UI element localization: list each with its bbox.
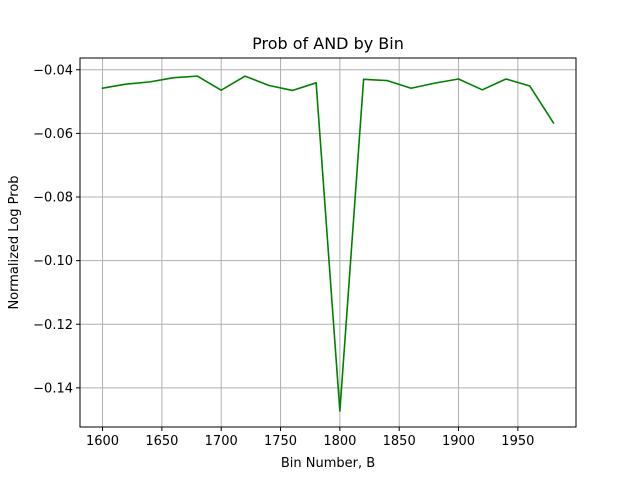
x-tick-label: 1600 — [86, 434, 119, 449]
x-tick-label: 1650 — [145, 434, 178, 449]
y-tick-label: −0.10 — [33, 254, 73, 269]
grid — [80, 58, 576, 427]
x-tick-label: 1850 — [383, 434, 416, 449]
x-tick-label: 1800 — [323, 434, 356, 449]
plot-frame — [79, 57, 577, 428]
y-tick-label: −0.04 — [33, 63, 73, 78]
x-tick-label: 1950 — [501, 434, 534, 449]
chart-title: Prob of AND by Bin — [252, 34, 404, 53]
y-tick-label: −0.12 — [33, 318, 73, 333]
x-axis-title: Bin Number, B — [281, 456, 375, 471]
x-tick-label: 1700 — [205, 434, 238, 449]
series-line — [101, 75, 555, 412]
y-tick-label: −0.14 — [33, 381, 73, 396]
y-axis-title: Normalized Log Prob — [7, 175, 22, 309]
y-tick-label: −0.08 — [33, 191, 73, 206]
series-layer — [101, 75, 555, 412]
x-axis: 1600 1650 1700 1750 1800 1850 1900 1950 — [86, 427, 534, 449]
y-axis: −0.04 −0.06 −0.08 −0.10 −0.12 −0.14 — [33, 63, 80, 396]
x-tick-label: 1900 — [442, 434, 475, 449]
y-tick-label: −0.06 — [33, 127, 73, 142]
x-tick-label: 1750 — [264, 434, 297, 449]
